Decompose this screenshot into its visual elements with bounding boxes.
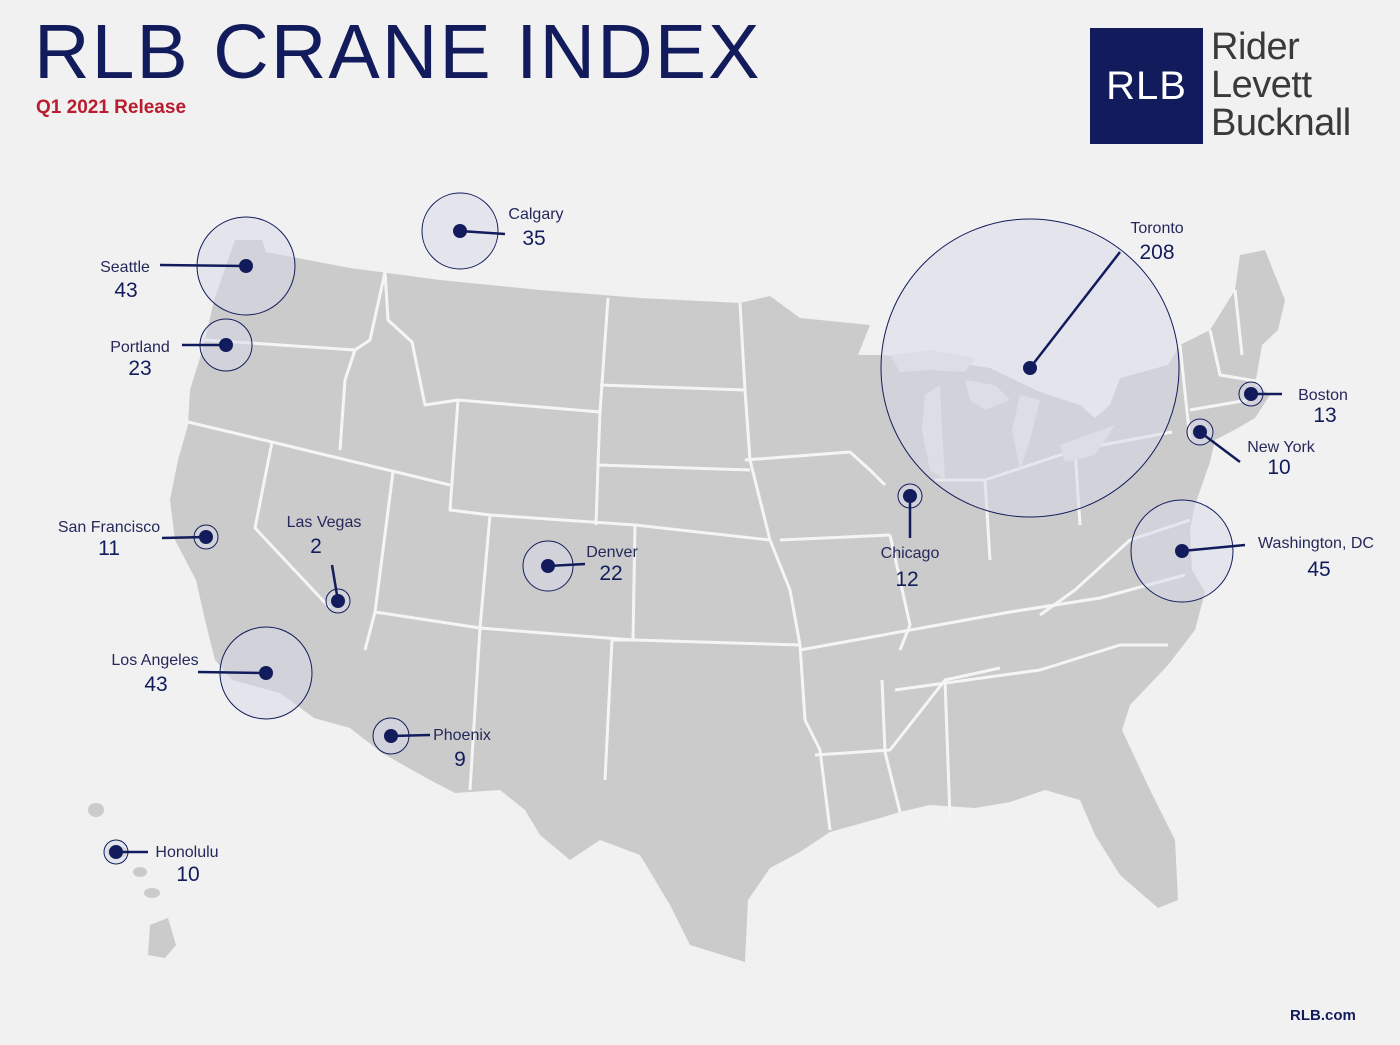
city-marker-chicago: Chicago 12 [881,483,940,591]
city-marker-phoenix: Phoenix 9 [372,717,491,771]
logo-line-1: Rider [1211,26,1300,68]
city-marker-calgary: Calgary 35 [421,192,564,270]
leader-line [1029,251,1121,369]
leader-line [161,535,207,540]
crane-count: 13 [1313,404,1336,427]
city-name: San Francisco [58,519,160,536]
crane-count: 208 [1139,241,1174,264]
city-dot [199,530,213,544]
city-dot [541,559,555,573]
city-dot [903,489,917,503]
city-dot [1193,425,1207,439]
logo-abbr: RLB [1090,28,1203,144]
hawaii-islands [88,803,176,958]
crane-count: 43 [114,279,137,302]
leader-line [159,263,247,268]
city-dot [1175,544,1189,558]
crane-count: 45 [1307,558,1330,581]
city-name: Calgary [508,206,563,223]
city-dot [331,594,345,608]
city-name: Portland [110,339,170,356]
release-subtitle: Q1 2021 Release [36,97,187,118]
crane-count: 43 [144,673,167,696]
city-name: Seattle [100,259,150,276]
city-name: Los Angeles [111,652,198,669]
city-marker-seattle: Seattle 43 [100,216,296,316]
city-name: Las Vegas [287,514,362,531]
city-name: Honolulu [155,844,218,861]
city-dot [384,729,398,743]
city-marker-washington-dc: Washington, DC 45 [1130,499,1374,603]
leader-line [1199,431,1241,463]
city-dot [259,666,273,680]
crane-count: 22 [599,562,622,585]
crane-count: 12 [895,568,918,591]
city-name: Toronto [1130,220,1183,237]
crane-count: 35 [522,227,545,250]
city-name: Washington, DC [1258,535,1374,552]
logo-wordmark: Rider Levett Bucknall [1211,28,1351,142]
city-marker-toronto: Toronto 208 [880,218,1184,518]
rlb-logo: RLB Rider Levett Bucknall [1090,28,1370,146]
crane-count: 23 [128,357,151,380]
crane-count: 9 [454,748,466,771]
crane-count: 10 [1267,456,1290,479]
city-marker-las-vegas: Las Vegas 2 [287,514,362,614]
city-marker-los-angeles: Los Angeles 43 [111,626,313,720]
city-name: Chicago [881,545,940,562]
city-dot [109,845,123,859]
crane-count: 10 [176,863,199,886]
logo-line-2: Levett [1211,64,1312,106]
leader-line [459,229,506,236]
city-name: Phoenix [433,727,491,744]
leader-line [197,670,267,675]
city-name: Denver [586,544,638,561]
city-dot [453,224,467,238]
city-dot [1023,361,1037,375]
logo-line-3: Bucknall [1211,102,1351,144]
city-dot [1244,387,1258,401]
city-name: New York [1247,439,1316,456]
crane-count: 2 [310,535,322,558]
city-dot [239,259,253,273]
city-dot [219,338,233,352]
crane-count: 11 [98,537,120,560]
leader-line [1181,543,1246,553]
page-title: RLB CRANE INDEX [34,9,762,95]
site-link[interactable]: RLB.com [1290,1007,1356,1024]
city-marker-honolulu: Honolulu 10 [103,839,219,886]
city-name: Boston [1298,387,1348,404]
